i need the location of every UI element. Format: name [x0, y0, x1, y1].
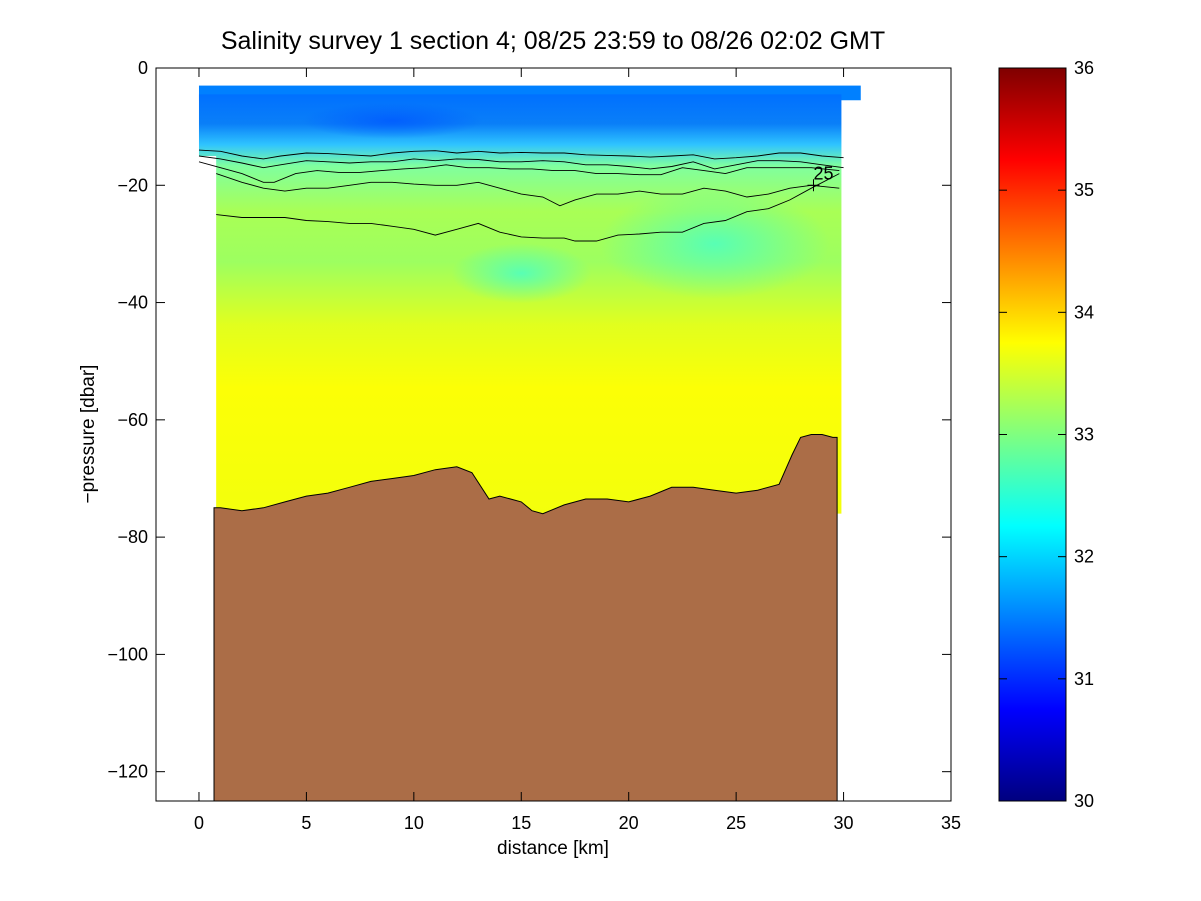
isohaline-contours — [198, 149, 844, 242]
x-tick-label: 30 — [834, 813, 854, 833]
contour-line — [198, 149, 844, 160]
y-tick-label: −120 — [107, 762, 148, 782]
colorbar: 30 31 32 33 34 35 36 — [998, 58, 1094, 811]
contour-annotation: 25 — [807, 163, 834, 192]
x-tick-label: 0 — [194, 813, 204, 833]
y-tick-label: −20 — [117, 175, 148, 195]
x-axis-label: distance [km] — [497, 838, 609, 859]
plot-area — [198, 85, 861, 801]
mid-patch — [599, 188, 830, 299]
colorbar-tick-label: 36 — [1074, 58, 1094, 78]
colorbar-tick-label: 30 — [1074, 791, 1094, 811]
x-tick-label: 35 — [941, 813, 961, 833]
x-tick-label: 25 — [726, 813, 746, 833]
colorbar-ticks: 30 31 32 33 34 35 36 — [999, 58, 1094, 811]
contour-line — [198, 155, 844, 170]
salinity-field — [198, 85, 861, 514]
y-tick-label: 0 — [138, 58, 148, 78]
contour-line — [198, 161, 840, 183]
colorbar-tick-label: 34 — [1074, 302, 1094, 322]
colorbar-tick-label: 32 — [1074, 547, 1094, 567]
y-tick-label: −60 — [117, 410, 148, 430]
x-tick-label: 15 — [511, 813, 531, 833]
x-tick-label: 20 — [619, 813, 639, 833]
annotation-label: 25 — [813, 163, 833, 183]
seabed — [213, 434, 838, 801]
x-tick-label: 10 — [404, 813, 424, 833]
colorbar-tick-label: 31 — [1074, 669, 1094, 689]
fresh-patch — [302, 102, 483, 139]
x-axis-ticks: 0 5 10 15 20 25 30 35 — [194, 68, 961, 833]
chart-title: Salinity survey 1 section 4; 08/25 23:59… — [221, 27, 885, 55]
y-axis-label: −pressure [dbar] — [78, 365, 99, 504]
x-tick-label: 5 — [301, 813, 311, 833]
y-tick-label: −80 — [117, 527, 148, 547]
y-axis-ticks: 0 −20 −40 −60 −80 −100 −120 — [107, 58, 951, 782]
axes-frame — [155, 67, 952, 802]
colorbar-tick-label: 33 — [1074, 425, 1094, 445]
colorbar-tick-label: 35 — [1074, 180, 1094, 200]
colorbar-gradient — [999, 68, 1066, 801]
y-tick-label: −40 — [117, 293, 148, 313]
y-tick-label: −100 — [107, 644, 148, 664]
annotation-marker — [807, 179, 820, 192]
contour-line — [216, 173, 840, 207]
seabed-area — [213, 434, 838, 801]
contour-line — [216, 173, 840, 242]
mid-patch — [451, 243, 592, 304]
